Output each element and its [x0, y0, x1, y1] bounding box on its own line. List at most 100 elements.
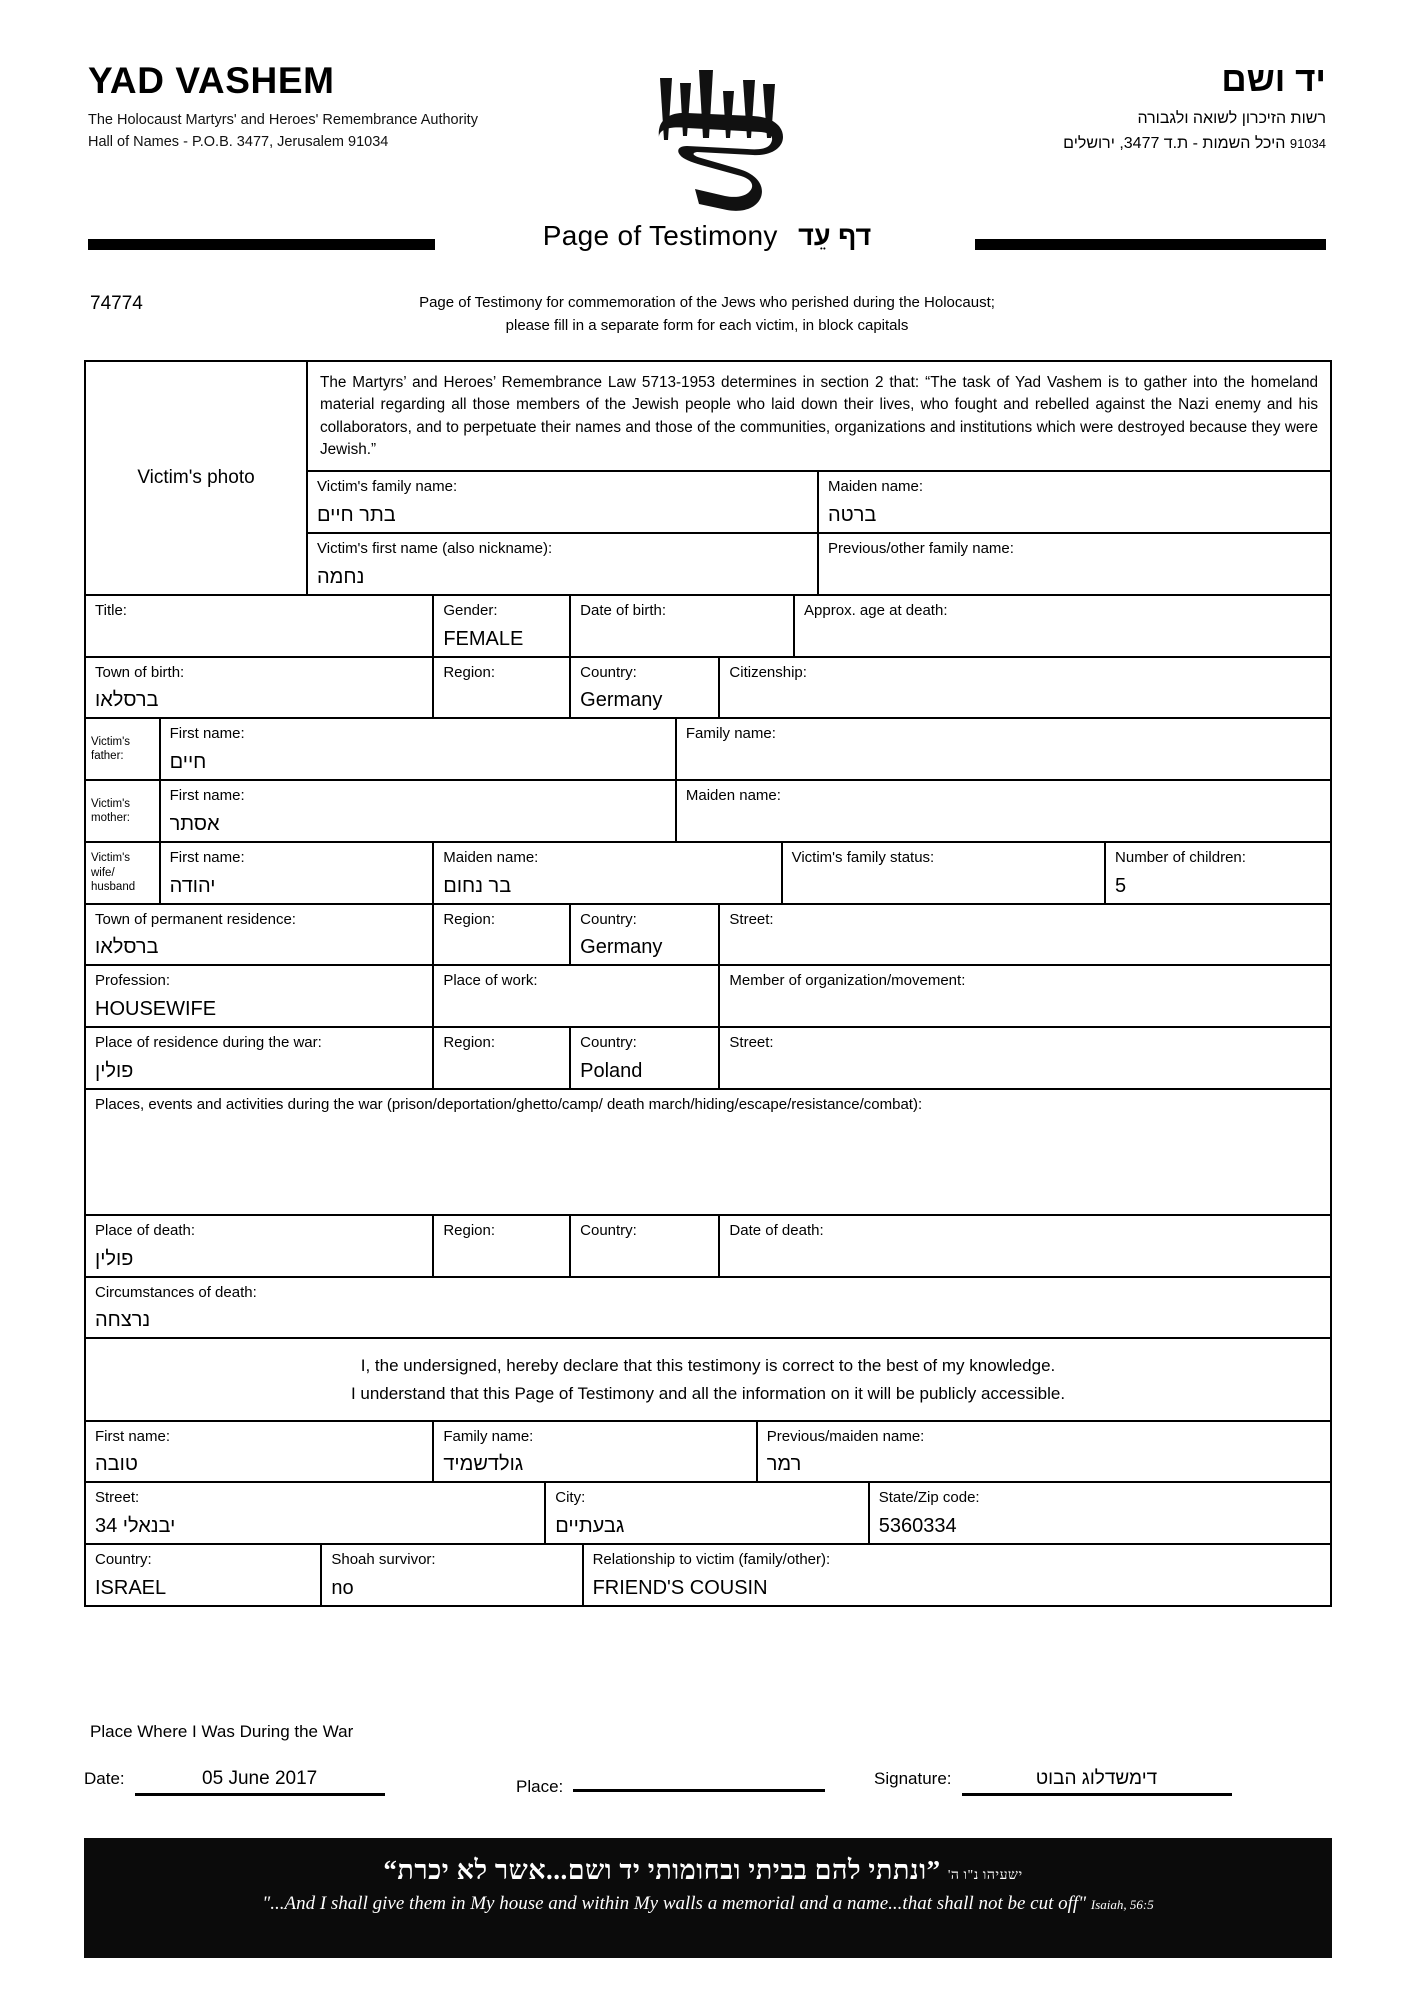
- label-father-first-name: First name:: [169, 725, 245, 743]
- field-mother-maiden-name[interactable]: Maiden name:: [677, 781, 1330, 841]
- side-label-spouse: Victim's wife/ husband: [86, 842, 161, 903]
- value-citizenship: [729, 688, 1321, 710]
- value-victim-family-name: בתר חיים: [317, 504, 396, 527]
- field-organization[interactable]: Member of organization/movement:: [720, 966, 1330, 1026]
- label-town-of-birth: Town of birth:: [95, 663, 185, 681]
- field-circumstances-of-death[interactable]: Circumstances of death: נרצחה: [86, 1278, 1330, 1338]
- field-gender[interactable]: Gender: FEMALE: [434, 595, 572, 656]
- place-field-group[interactable]: Place:: [516, 1768, 826, 1797]
- label-death-country: Country:: [580, 1221, 637, 1239]
- field-war-residence-place[interactable]: Place of residence during the war: פולין: [86, 1028, 435, 1088]
- value-signature: דימשדלוג הבוט: [961, 1768, 1232, 1796]
- declaration-line1: I, the undersigned, hereby declare that …: [360, 1356, 1056, 1376]
- field-permanent-region[interactable]: Region:: [434, 904, 572, 965]
- field-father-family-name[interactable]: Family name:: [677, 719, 1330, 779]
- field-relationship-to-victim[interactable]: Relationship to victim (family/other): F…: [584, 1545, 1330, 1605]
- value-mother-maiden-name: [686, 812, 1321, 834]
- field-date-of-birth[interactable]: Date of birth:: [571, 595, 796, 656]
- label-submitter-family-name: Family name:: [443, 1427, 534, 1445]
- field-town-of-birth[interactable]: Town of birth: ברסלאו: [86, 657, 435, 718]
- field-birth-country[interactable]: Country: Germany: [571, 657, 721, 718]
- date-field-group[interactable]: Date: 05 June 2017: [84, 1768, 385, 1796]
- label-war-residence-region: Region:: [443, 1034, 496, 1052]
- field-victim-previous-family-name[interactable]: Previous/other family name:: [819, 534, 1330, 594]
- field-war-residence-region[interactable]: Region:: [434, 1028, 572, 1088]
- row-victim-family-name: Victim's family name: בתר חיים Maiden na…: [308, 472, 1330, 535]
- field-submitter-street[interactable]: Street: יבנאלי 34: [86, 1483, 547, 1544]
- field-submitter-previous-maiden-name[interactable]: Previous/maiden name: רמר: [758, 1422, 1330, 1482]
- label-signature: Signature:: [874, 1769, 952, 1788]
- label-victim-first-name: Victim's first name (also nickname):: [317, 540, 553, 558]
- value-profession: HOUSEWIFE: [95, 998, 217, 1021]
- field-approx-age-at-death[interactable]: Approx. age at death:: [795, 596, 1330, 656]
- signature-field-group[interactable]: Signature: דימשדלוג הבוט: [874, 1768, 1232, 1796]
- row-title-gender-birth: Title: Gender: FEMALE Date of birth: App…: [86, 595, 1330, 658]
- field-mother-first-name[interactable]: First name: אסתר: [161, 781, 677, 841]
- label-war-residence-street: Street:: [729, 1034, 774, 1052]
- org-sub-line2-he: 91034 היכל השמות - ת.ד 3477, ירושלים: [1063, 132, 1326, 157]
- field-spouse-maiden-name[interactable]: Maiden name: בר נחום: [434, 842, 783, 903]
- org-sub-line1-he: רשות הזיכרון לשואה ולגבורה: [1137, 109, 1326, 127]
- value-submitter-zip: 5360334: [878, 1515, 957, 1538]
- row-submitter-address: Street: יבנאלי 34 City: גבעתיים State/Zi…: [86, 1483, 1330, 1546]
- org-zip-he: 91034: [1289, 135, 1326, 151]
- label-mother-first-name: First name:: [169, 787, 245, 805]
- field-permanent-street[interactable]: Street:: [720, 905, 1330, 965]
- field-citizenship[interactable]: Citizenship:: [720, 658, 1330, 718]
- value-date-of-death: [729, 1247, 1321, 1269]
- label-victim-previous-family-name: Previous/other family name:: [828, 540, 1014, 558]
- field-birth-region[interactable]: Region:: [434, 657, 572, 718]
- label-mother-maiden-name: Maiden name:: [685, 787, 781, 805]
- value-town-of-birth: ברסלאו: [95, 689, 159, 712]
- field-death-region[interactable]: Region:: [434, 1215, 572, 1276]
- value-organization: [729, 997, 1321, 1019]
- field-victim-maiden-name[interactable]: Maiden name: ברטה: [819, 472, 1330, 532]
- field-submitter-country[interactable]: Country: ISRAEL: [86, 1545, 323, 1605]
- field-date-of-death[interactable]: Date of death:: [720, 1216, 1330, 1276]
- field-father-first-name[interactable]: First name: חיים: [161, 719, 677, 780]
- form-number: 74774: [90, 293, 143, 314]
- row-war-residence: Place of residence during the war: פולין…: [86, 1028, 1330, 1090]
- label-submitter-previous-maiden-name: Previous/maiden name:: [766, 1427, 925, 1445]
- org-subtitle-en: The Holocaust Martyrs' and Heroes' Remem…: [88, 110, 478, 154]
- label-shoah-survivor: Shoah survivor:: [331, 1551, 436, 1569]
- field-war-residence-street[interactable]: Street:: [720, 1028, 1330, 1088]
- label-title: Title:: [95, 601, 127, 619]
- value-place-of-work: [443, 997, 709, 1019]
- value-submitter-street: יבנאלי 34: [95, 1515, 176, 1538]
- field-war-events[interactable]: Places, events and activities during the…: [86, 1090, 1330, 1214]
- value-permanent-region: [443, 935, 560, 957]
- field-permanent-town[interactable]: Town of permanent residence: ברסלאו: [86, 904, 435, 965]
- field-number-of-children[interactable]: Number of children: 5: [1106, 843, 1330, 903]
- field-family-status[interactable]: Victim's family status:: [783, 842, 1107, 903]
- label-date-of-death: Date of death:: [729, 1221, 824, 1239]
- testimony-form-table: Victim's photo The Martyrs’ and Heroes’ …: [84, 360, 1332, 1607]
- field-spouse-first-name[interactable]: First name: יהודה: [161, 842, 435, 903]
- field-title[interactable]: Title:: [86, 595, 435, 656]
- field-shoah-survivor[interactable]: Shoah survivor: no: [322, 1545, 584, 1605]
- field-submitter-first-name[interactable]: First name: טובה: [86, 1421, 435, 1482]
- value-submitter-family-name: גולדשמיד: [443, 1453, 524, 1476]
- label-victim-maiden-name: Maiden name:: [828, 478, 924, 496]
- label-permanent-town: Town of permanent residence:: [95, 910, 296, 928]
- field-death-country[interactable]: Country:: [571, 1215, 721, 1276]
- label-date: Date:: [84, 1769, 125, 1788]
- field-victim-family-name[interactable]: Victim's family name: בתר חיים: [308, 472, 819, 533]
- field-place-of-work[interactable]: Place of work:: [434, 966, 721, 1027]
- field-war-residence-country[interactable]: Country: Poland: [571, 1028, 721, 1088]
- field-permanent-country[interactable]: Country: Germany: [571, 904, 721, 965]
- form-subtitle-line1: Page of Testimony for commemoration of t…: [419, 294, 995, 311]
- field-profession[interactable]: Profession: HOUSEWIFE: [86, 966, 435, 1027]
- page-header: YAD VASHEM The Holocaust Martyrs' and He…: [0, 0, 1414, 215]
- value-relationship-to-victim: FRIEND'S COUSIN: [592, 1576, 768, 1599]
- victim-photo-box[interactable]: Victim's photo: [86, 362, 308, 594]
- field-place-of-death[interactable]: Place of death: פולין: [86, 1215, 435, 1276]
- value-shoah-survivor: no: [331, 1576, 354, 1599]
- label-permanent-country: Country:: [580, 910, 637, 928]
- field-victim-first-name[interactable]: Victim's first name (also nickname): נחמ…: [308, 534, 819, 594]
- field-submitter-city[interactable]: City: גבעתיים: [546, 1483, 870, 1544]
- field-submitter-family-name[interactable]: Family name: גולדשמיד: [434, 1421, 758, 1482]
- field-submitter-zip[interactable]: State/Zip code: 5360334: [870, 1483, 1330, 1543]
- label-submitter-first-name: First name:: [95, 1427, 171, 1445]
- label-family-status: Victim's family status:: [791, 848, 935, 866]
